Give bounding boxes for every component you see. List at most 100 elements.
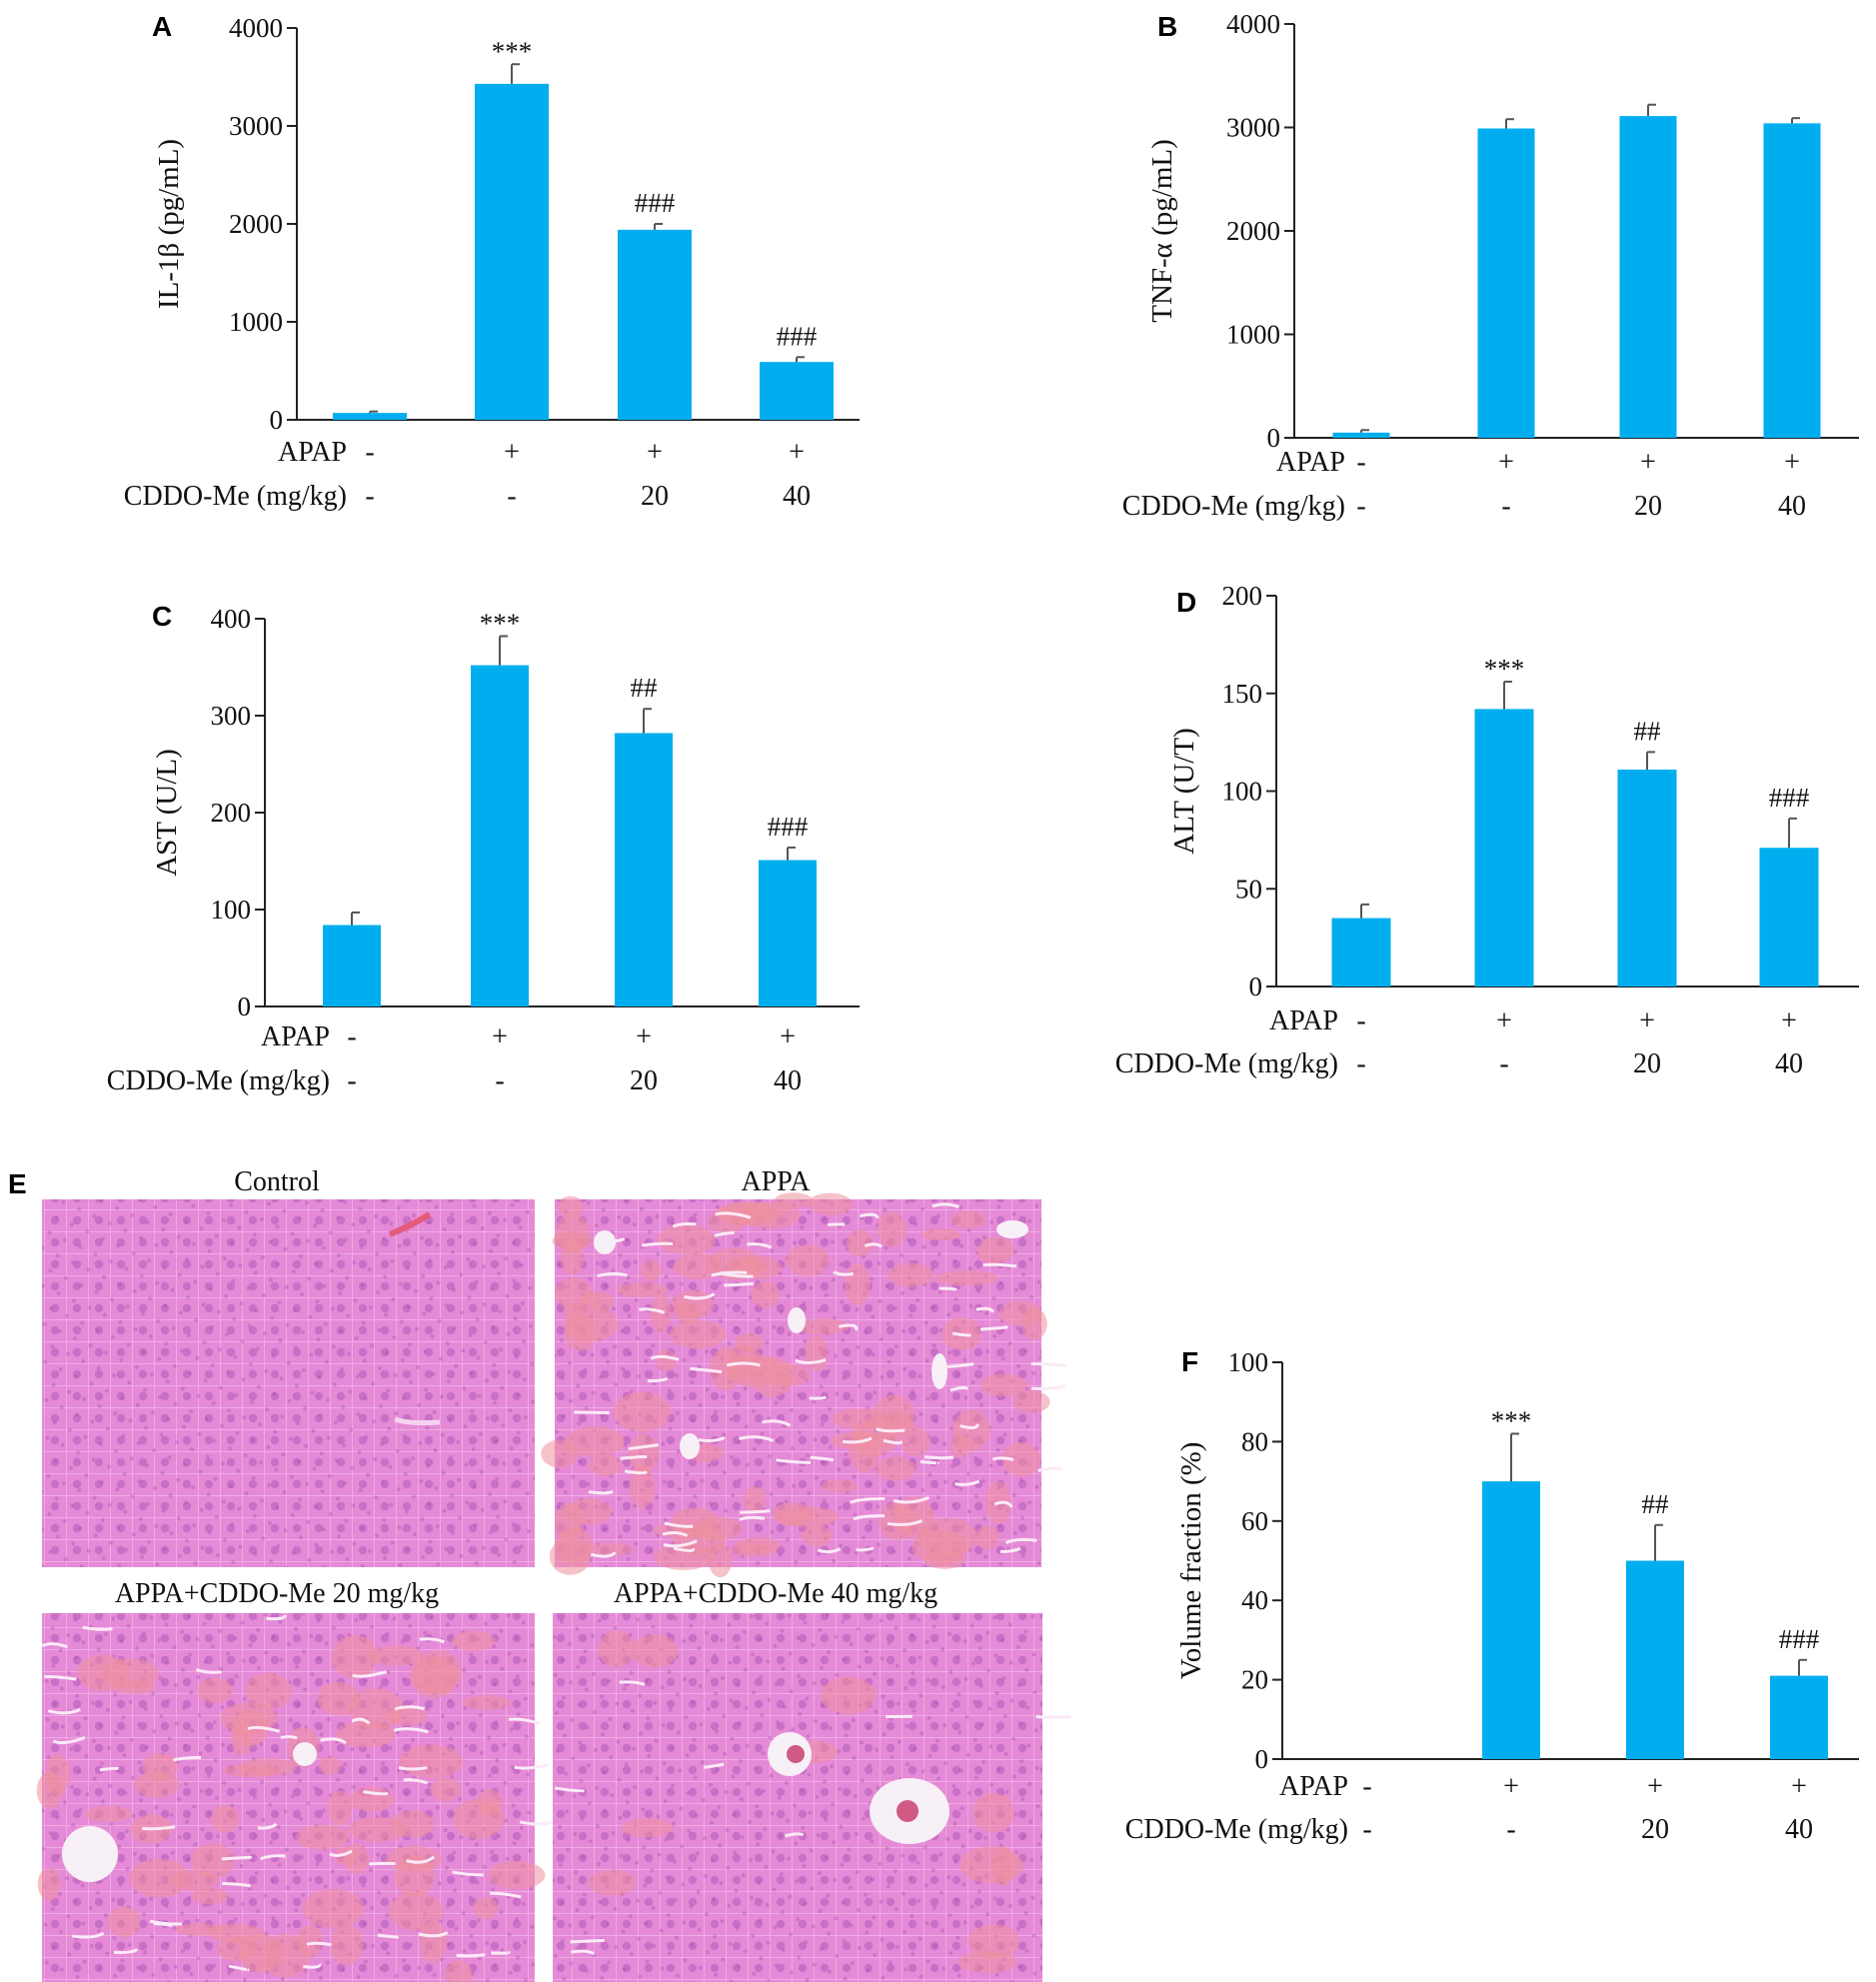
apap-value: +: [780, 1021, 796, 1052]
necrotic-area: [900, 1426, 931, 1456]
tissue-gap: [72, 1931, 105, 1939]
necrotic-area: [641, 1259, 662, 1282]
bar: [475, 83, 549, 421]
necrotic-area: [991, 1846, 1015, 1886]
necrotic-area: [731, 1543, 777, 1557]
cddo-value: 20: [1634, 491, 1662, 522]
tissue-gap: [491, 1950, 511, 1955]
tissue-gap: [173, 1755, 202, 1762]
tissue-gap: [628, 1443, 660, 1451]
bar: [760, 362, 834, 420]
apap-row-label: APAP: [261, 1021, 330, 1052]
tissue-gap: [762, 1419, 792, 1427]
significance-label: ###: [1769, 783, 1810, 813]
y-tick-label: 0: [270, 405, 284, 435]
chart-panel-b: 0 1000 2000 3000 4000 TNF-α (pg/mL) - - + - +20 +40…: [1122, 9, 1859, 522]
necrotic-area: [452, 1798, 505, 1839]
necrotic-area: [394, 1855, 435, 1897]
y-tick-label: 100: [1222, 777, 1263, 807]
tissue-gap: [838, 1323, 859, 1331]
tissue-gap: [113, 1947, 139, 1954]
necrotic-area: [210, 1805, 240, 1833]
tissue-gap: [419, 1637, 446, 1644]
y-axis-title: TNF-α (pg/mL): [1146, 139, 1178, 323]
tissue-gap: [853, 1513, 886, 1521]
tissue-gap: [739, 1515, 766, 1521]
tissue-gap: [597, 1271, 628, 1278]
apap-row-label: APAP: [278, 437, 347, 468]
necrotic-area: [410, 1655, 458, 1698]
necrotic-area: [847, 1228, 874, 1257]
y-tick-label: 50: [1235, 874, 1262, 904]
necrotic-area: [888, 1262, 934, 1287]
necrotic-area: [190, 1843, 235, 1878]
tissue-gap: [641, 1241, 674, 1247]
necrotic-area: [1012, 1390, 1050, 1413]
tissue-gap: [82, 1625, 113, 1631]
tissue-gap: [850, 1496, 886, 1504]
tissue-gap: [946, 1362, 974, 1368]
cddo-value: 40: [1775, 1048, 1803, 1079]
necrotic-area: [36, 1771, 64, 1809]
necrotic-area: [37, 1867, 61, 1901]
cddo-value: 20: [1633, 1048, 1661, 1079]
tissue-gap: [740, 1509, 771, 1514]
y-tick-label: 1000: [1226, 320, 1280, 350]
y-tick-label: 3000: [1226, 113, 1280, 143]
tissue-gap: [920, 1460, 939, 1465]
y-axis-title: Volume fraction (%): [1175, 1442, 1207, 1680]
significance-label: ###: [768, 812, 809, 842]
bar: [759, 860, 817, 1006]
apap-value: -: [347, 1021, 356, 1052]
y-axis-title: ALT (U/T): [1168, 728, 1200, 854]
tissue-gap: [195, 1668, 222, 1674]
panel-letter-b: B: [1157, 11, 1177, 42]
apap-row-label: APAP: [1276, 447, 1345, 478]
cddo-value: -: [1362, 1814, 1371, 1845]
tissue-gap: [329, 1849, 353, 1858]
tissue-gap: [247, 1725, 281, 1733]
tissue-gap: [893, 1495, 931, 1504]
necrotic-area: [656, 1349, 678, 1372]
significance-label: ###: [777, 321, 818, 351]
tissue-gap: [672, 1221, 697, 1228]
cddo-row-label: CDDO-Me (mg/kg): [107, 1065, 330, 1096]
necrotic-area: [669, 1319, 727, 1349]
necrotic-area: [588, 1542, 634, 1556]
cddo-value: -: [1499, 1048, 1508, 1079]
necrotic-area: [331, 1634, 379, 1679]
y-tick-label: 0: [238, 991, 252, 1021]
necrotic-area: [650, 1293, 672, 1333]
y-tick-label: 4000: [1226, 9, 1280, 39]
necrotic-area: [949, 1435, 970, 1458]
necrotic-area: [821, 1676, 877, 1715]
significance-label: ***: [1491, 1405, 1532, 1435]
apap-value: +: [1647, 1771, 1663, 1802]
necrotic-area: [739, 1201, 801, 1228]
tissue-gap: [650, 1354, 680, 1361]
cddo-value: 40: [1778, 491, 1806, 522]
necrotic-area: [735, 1333, 765, 1352]
tissue-gap: [590, 1551, 617, 1558]
necrotic-area: [821, 1479, 859, 1493]
apap-value: +: [504, 437, 520, 468]
necrotic-area: [349, 1786, 395, 1812]
tissue-gap: [663, 1539, 698, 1548]
necrotic-area: [223, 1764, 278, 1778]
significance-label: ###: [1779, 1624, 1820, 1654]
tissue-gap: [954, 1479, 980, 1486]
bar: [323, 925, 381, 1006]
necrotic-area: [399, 1744, 464, 1778]
bar: [333, 413, 407, 420]
cddo-value: -: [365, 481, 374, 512]
tissue-gap: [999, 1546, 1021, 1553]
tissue-gap: [726, 1361, 761, 1367]
necrotic-area: [751, 1280, 781, 1308]
apap-value: +: [1496, 1005, 1512, 1036]
tissue-gap: [519, 1820, 553, 1826]
tissue-gap: [876, 1427, 906, 1433]
necrotic-area: [807, 1192, 854, 1215]
tissue-gap: [883, 1438, 903, 1445]
tissue-gap: [620, 1455, 648, 1460]
